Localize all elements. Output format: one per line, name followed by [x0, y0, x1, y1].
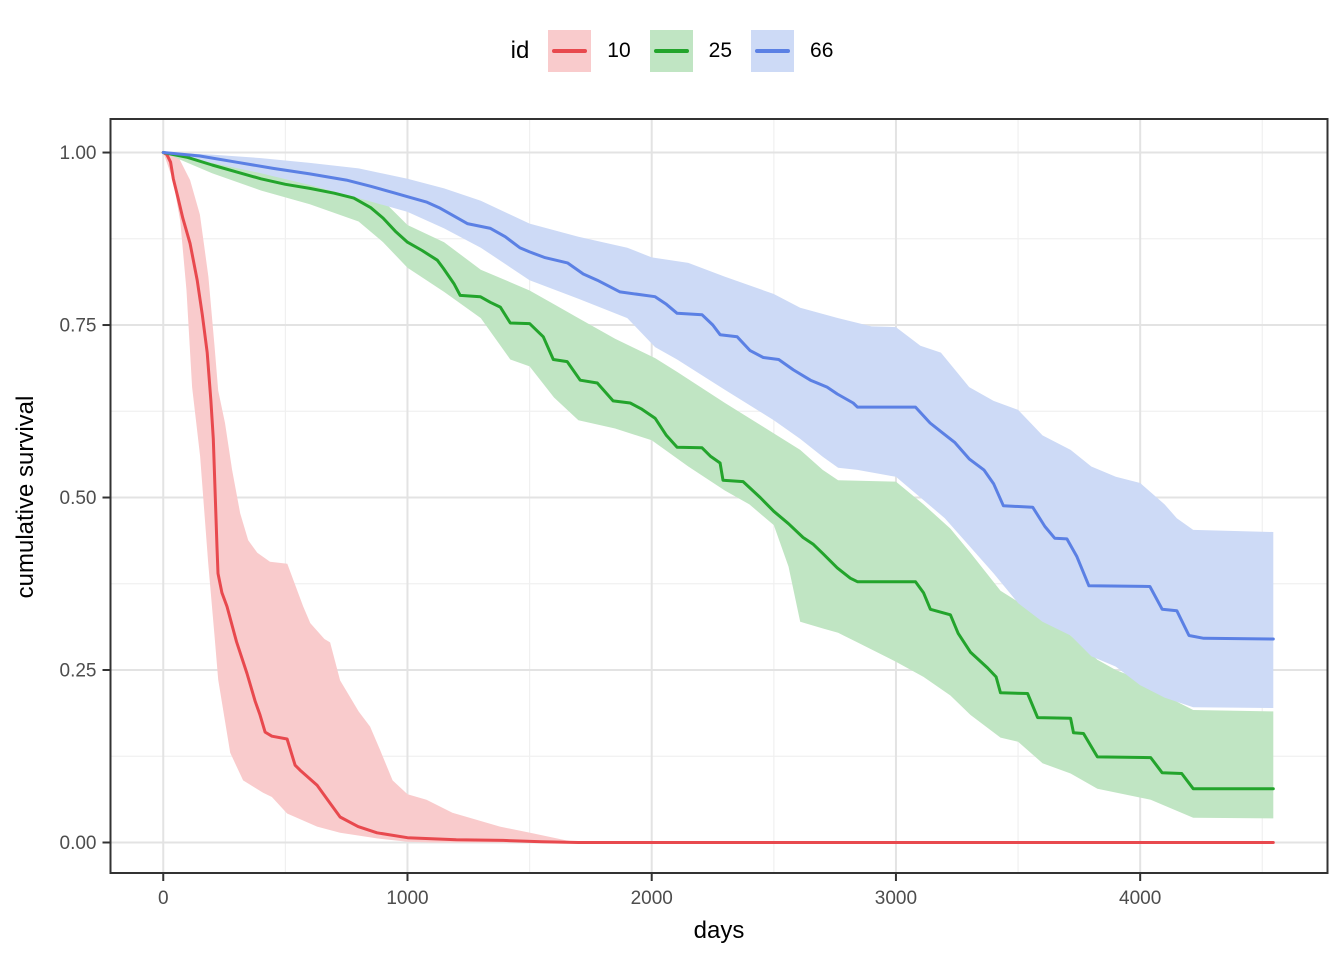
legend-item-label: 10 [607, 39, 631, 62]
x-axis-title: days [693, 917, 745, 944]
legend-key-swatch [751, 30, 795, 72]
legend-items: 10 25 66 [548, 30, 833, 72]
survival-line-66 [161, 151, 1275, 641]
y-tick-label: 0.50 [60, 488, 97, 509]
legend-item-66: 66 [751, 30, 833, 72]
legend-key-swatch [548, 30, 592, 72]
y-tick-label: 1.00 [60, 143, 97, 164]
ci-ribbon-66 [163, 152, 1274, 708]
ci-ribbon-10 [163, 152, 579, 843]
legend-title: id [510, 37, 530, 64]
x-tick-label: 1000 [386, 888, 428, 909]
x-tick-label: 4000 [1119, 888, 1161, 909]
legend-item-label: 66 [810, 39, 834, 62]
x-tick-label: 3000 [875, 888, 917, 909]
panel-border [109, 118, 1329, 874]
x-tick-label: 0 [158, 888, 169, 909]
legend-item-10: 10 [548, 30, 631, 72]
y-tick-label: 0.00 [60, 833, 97, 854]
legend-key-line-icon [552, 49, 588, 53]
y-tick-label: 0.25 [60, 661, 97, 682]
survival-line-25 [161, 151, 1275, 791]
y-axis-title: cumulative survival [12, 395, 39, 599]
y-tick-label: 0.75 [60, 316, 97, 337]
legend-item-label: 25 [708, 39, 733, 62]
legend: id 10 25 66 [0, 30, 1344, 72]
legend-key-line-icon [755, 49, 791, 53]
x-tick-label: 2000 [631, 888, 673, 909]
legend-key-line-icon [653, 49, 689, 53]
legend-key-swatch [649, 30, 693, 72]
survival-line-10 [161, 151, 1275, 844]
ci-ribbon-25 [163, 152, 1274, 819]
legend-item-25: 25 [649, 30, 733, 72]
